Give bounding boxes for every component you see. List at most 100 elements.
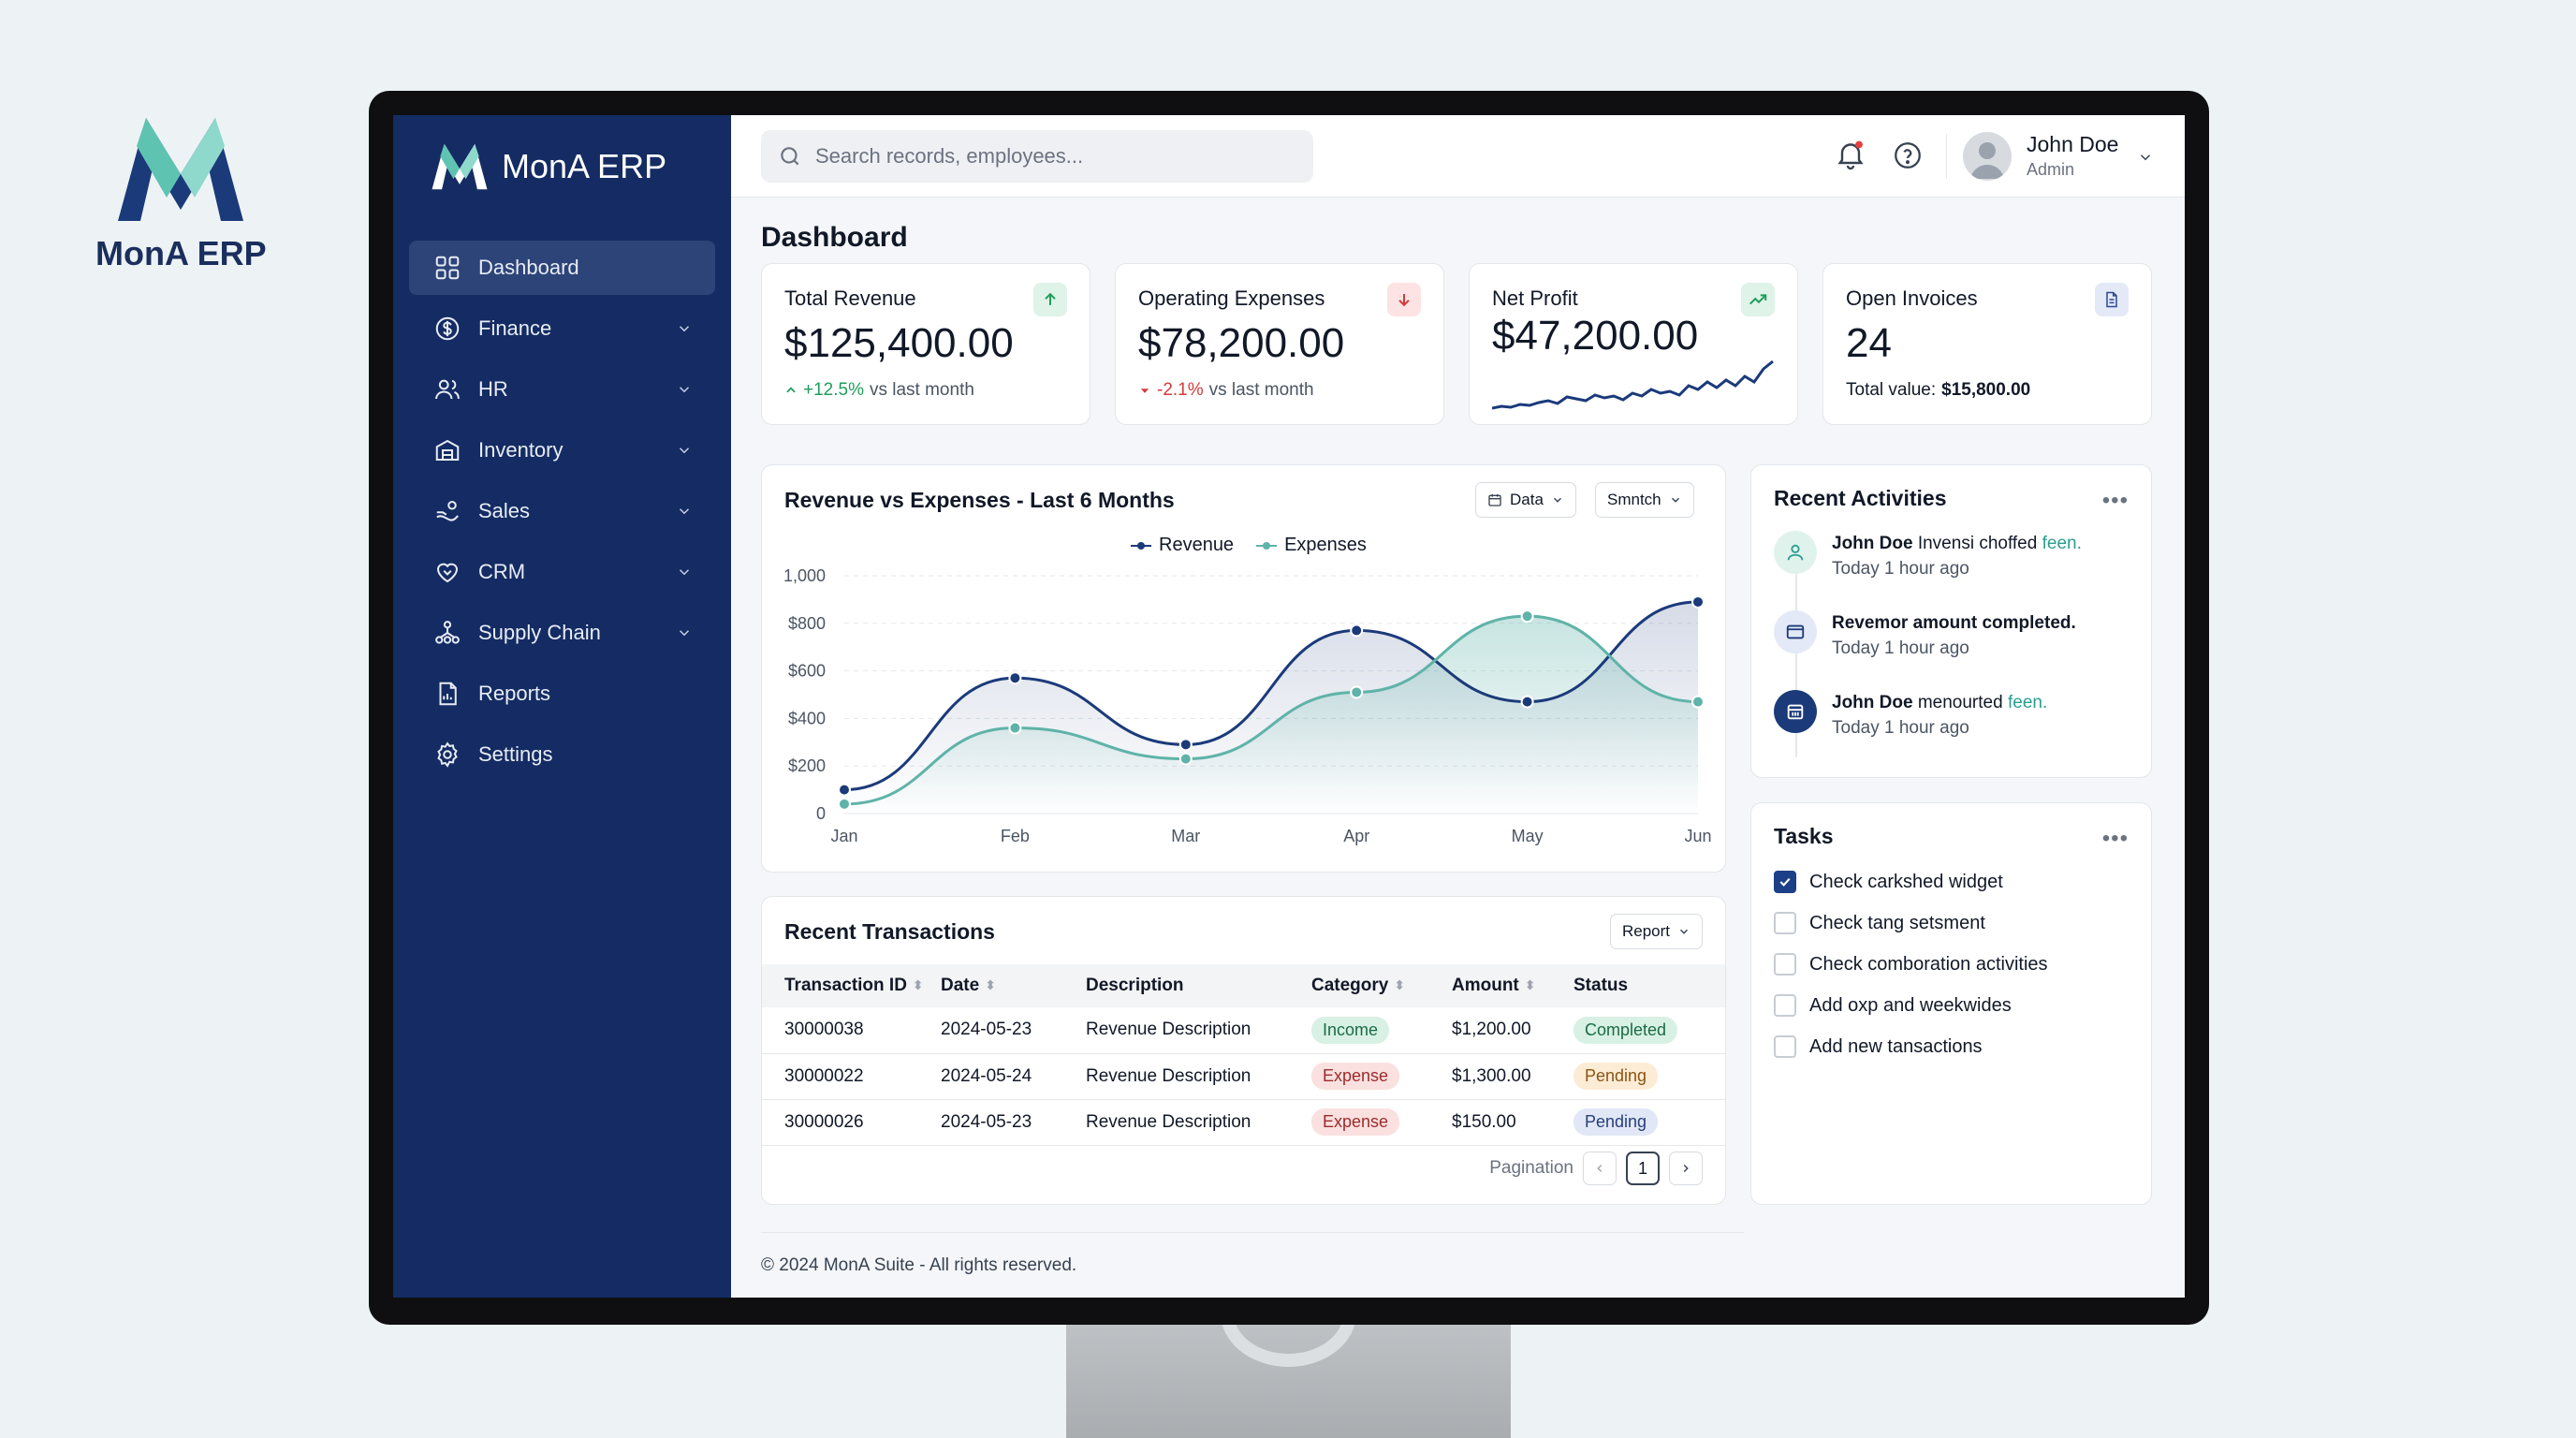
task-checkbox[interactable] (1774, 871, 1796, 893)
activity-text: Revemor amount completed. (1832, 610, 2076, 636)
sidebar-item-label: Reports (478, 682, 551, 705)
divider (1946, 134, 1947, 179)
task-checkbox[interactable] (1774, 1035, 1796, 1058)
sidebar-app-title: MonA ERP (502, 147, 667, 185)
help-icon (1895, 142, 1921, 169)
activities-title: Recent Activities (1774, 486, 1947, 510)
report-icon (439, 682, 457, 706)
more-options-icon[interactable]: ••• (2101, 488, 2129, 513)
column-header-id[interactable]: Transaction ID ⬍ (762, 964, 941, 1007)
user-name[interactable]: John Doe (2027, 132, 2119, 156)
cell-category: Expense (1311, 1099, 1452, 1146)
task-label: Add oxp and weekwides (1809, 994, 2012, 1016)
kpi-subtext: Total value: $15,800.00 (1846, 380, 2030, 401)
kpi-value: $78,200.00 (1138, 320, 1345, 366)
sidebar-logo[interactable]: MonA ERP (429, 139, 666, 194)
activity-highlight: feen. (2007, 693, 2048, 712)
next-page-button[interactable] (1669, 1152, 1703, 1185)
task-label: Check tang setsment (1809, 912, 1985, 933)
sidebar-item-crm[interactable]: CRM (409, 545, 715, 599)
chart-data-dropdown[interactable]: Data (1475, 482, 1576, 518)
footer-text: © 2024 MonA Suite - All rights reserved. (761, 1255, 1077, 1275)
activity-item[interactable]: John Doe Invensi choffed feen. Today 1 h… (1774, 531, 2082, 581)
prev-page-button[interactable] (1583, 1152, 1617, 1185)
activity-item[interactable]: Revemor amount completed. Today 1 hour a… (1774, 610, 2076, 661)
column-header-status: Status (1573, 964, 1725, 1007)
x-tick-label: Feb (1001, 827, 1030, 845)
task-item[interactable]: Check carkshed widget (1774, 871, 2003, 893)
kpi-change: -2.1% vs last month (1138, 380, 1314, 401)
mail-icon (1774, 610, 1817, 653)
chevron-down-icon (679, 448, 690, 454)
y-tick-label: $600 (788, 662, 826, 681)
sidebar-item-label: Supply Chain (478, 621, 601, 644)
activity-time: Today 1 hour ago (1832, 638, 1969, 658)
legend-item-revenue[interactable]: Revenue (1131, 535, 1234, 556)
dashboard-icon (435, 256, 460, 280)
task-checkbox[interactable] (1774, 994, 1796, 1017)
table-row[interactable]: 30000026 2024-05-23 Revenue Description … (762, 1099, 1725, 1146)
task-label: Check comboration activities (1809, 953, 2048, 975)
kpi-value: $125,400.00 (784, 320, 1014, 366)
more-options-icon[interactable]: ••• (2101, 826, 2129, 851)
task-checkbox[interactable] (1774, 953, 1796, 976)
chevron-down-icon[interactable] (2137, 149, 2154, 166)
activity-user: Revemor amount completed. (1832, 613, 2076, 633)
cell-amount: $1,200.00 (1452, 1007, 1573, 1054)
help-button[interactable] (1892, 139, 1924, 171)
sidebar-item-reports[interactable]: Reports (409, 667, 715, 721)
sidebar-item-sales[interactable]: Sales (409, 484, 715, 538)
report-dropdown-button[interactable]: Report (1609, 914, 1703, 949)
task-item[interactable]: Add oxp and weekwides (1774, 994, 2012, 1017)
activity-time: Today 1 hour ago (1832, 718, 1969, 738)
task-item[interactable]: Check tang setsment (1774, 912, 1985, 934)
sidebar-item-supply-chain[interactable]: Supply Chain (409, 606, 715, 660)
table-row[interactable]: 30000038 2024-05-23 Revenue Description … (762, 1007, 1725, 1054)
kpi-title: Operating Expenses (1138, 286, 1325, 310)
sidebar-item-hr[interactable]: HR (409, 362, 715, 417)
transactions-title: Recent Transactions (784, 919, 995, 944)
column-header-description: Description (1086, 964, 1311, 1007)
activity-item[interactable]: John Doe menourted feen. Today 1 hour ag… (1774, 690, 2047, 741)
search-box[interactable] (761, 130, 1313, 183)
user-role: Admin (2027, 160, 2075, 179)
table-row[interactable]: 30000022 2024-05-24 Revenue Description … (762, 1053, 1725, 1100)
cell-status: Pending (1573, 1099, 1725, 1146)
status-badge: Completed (1573, 1016, 1678, 1044)
task-item[interactable]: Check comboration activities (1774, 953, 2048, 976)
activity-action: menourted (1912, 693, 2008, 712)
column-header-date[interactable]: Date ⬍ (941, 964, 1086, 1007)
chart-range-dropdown[interactable]: Smntch (1595, 482, 1694, 518)
search-input[interactable] (815, 144, 1283, 169)
column-header-amount[interactable]: Amount ⬍ (1452, 964, 1573, 1007)
brand-name: MonA ERP (95, 234, 267, 272)
sidebar-item-finance[interactable]: Finance (409, 301, 715, 356)
column-header-category[interactable]: Category ⬍ (1311, 964, 1452, 1007)
sidebar-item-label: Settings (478, 742, 553, 766)
task-label: Check carkshed widget (1809, 871, 2003, 892)
legend-label: Expenses (1284, 535, 1367, 555)
kpi-title: Total Revenue (784, 286, 916, 310)
legend-item-expenses[interactable]: Expenses (1256, 535, 1367, 556)
sidebar-item-inventory[interactable]: Inventory (409, 423, 715, 477)
sidebar-item-label: CRM (478, 560, 526, 583)
cell-category: Income (1311, 1007, 1452, 1054)
expenses-point (1350, 685, 1364, 699)
cell-id: 30000038 (762, 1007, 941, 1054)
inventory-icon (435, 439, 460, 461)
avatar[interactable] (1963, 132, 2012, 181)
sidebar-item-dashboard[interactable]: Dashboard (409, 241, 715, 295)
page-button-current[interactable]: 1 (1626, 1152, 1660, 1185)
bell-icon (1837, 140, 1864, 170)
heart-icon (436, 563, 459, 583)
tasks-card: Tasks ••• Check carkshed widget Check ta… (1750, 802, 2152, 1205)
task-item[interactable]: Add new tansactions (1774, 1035, 1983, 1058)
monitor-frame: MonA ERP Dashboard Finance HR (369, 91, 2209, 1325)
x-tick-label: Jun (1684, 827, 1711, 845)
app-screen: MonA ERP Dashboard Finance HR (393, 115, 2185, 1298)
cell-description: Revenue Description (1086, 1099, 1311, 1146)
notification-bell[interactable] (1834, 138, 1867, 171)
users-icon (435, 379, 460, 400)
sidebar-item-settings[interactable]: Settings (409, 727, 715, 782)
task-checkbox[interactable] (1774, 912, 1796, 934)
